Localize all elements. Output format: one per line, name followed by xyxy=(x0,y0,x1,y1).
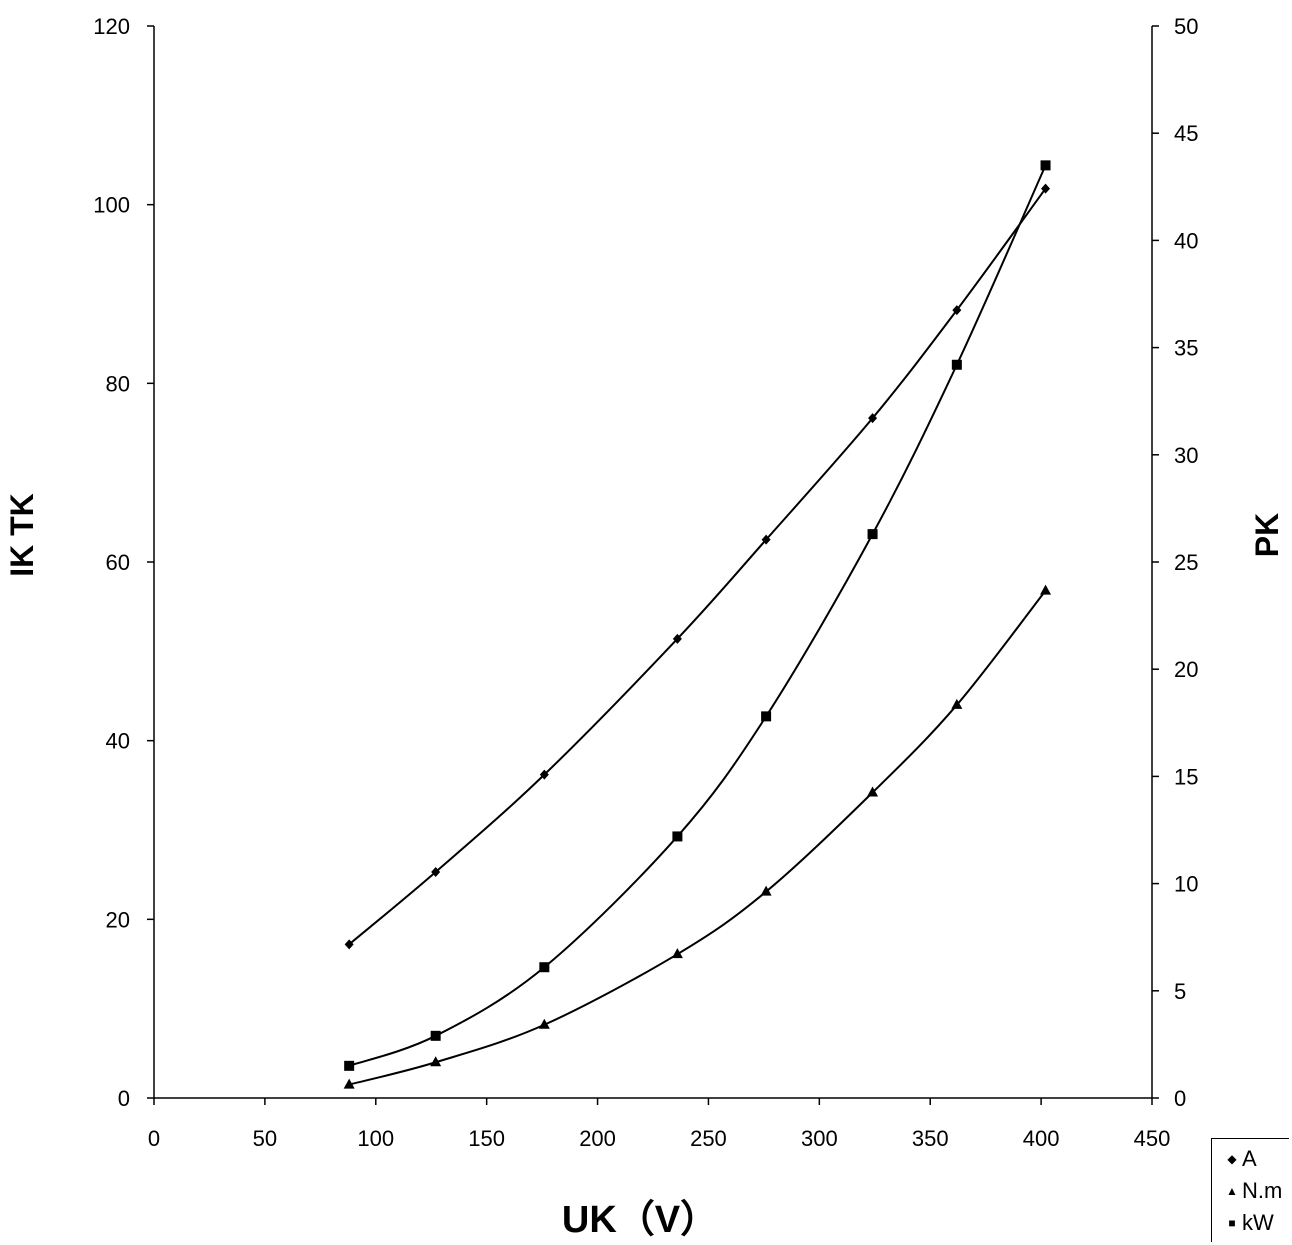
data-point xyxy=(672,633,682,644)
series-a xyxy=(344,183,1051,950)
data-point xyxy=(867,529,878,540)
y-tick-label: 100 xyxy=(93,193,130,218)
data-point xyxy=(539,962,550,973)
data-point xyxy=(761,534,771,545)
data-point xyxy=(539,769,549,780)
y2-tick-label: 30 xyxy=(1174,443,1198,468)
y-axis-right-title: PK xyxy=(1249,513,1285,557)
data-point xyxy=(952,305,962,316)
data-point xyxy=(1041,183,1051,194)
data-point xyxy=(538,1018,550,1029)
series-line xyxy=(348,589,1047,1086)
x-tick-label: 200 xyxy=(579,1126,616,1151)
legend-label-a: A xyxy=(1242,1146,1257,1171)
data-point xyxy=(761,711,772,722)
data-point xyxy=(430,1030,441,1041)
y2-tick-label: 45 xyxy=(1174,121,1198,146)
plot-frame xyxy=(153,26,1153,1099)
x-tick-label: 300 xyxy=(801,1126,838,1151)
y2-tick-label: 15 xyxy=(1174,764,1198,789)
series-line xyxy=(348,164,1047,1067)
data-point xyxy=(868,413,878,424)
y-tick-label: 0 xyxy=(118,1086,130,1111)
data-point xyxy=(1040,160,1051,171)
y-tick-label: 120 xyxy=(93,14,130,39)
series-layer xyxy=(343,160,1052,1089)
y-tick-label: 60 xyxy=(106,550,130,575)
data-point xyxy=(672,831,683,842)
triangle-marker-icon: ▲ xyxy=(1226,1184,1238,1198)
y2-tick-label: 35 xyxy=(1174,336,1198,361)
y2-tick-label: 10 xyxy=(1174,872,1198,897)
series-nm xyxy=(343,584,1052,1089)
x-axis-title: UK（V） xyxy=(562,1199,718,1241)
y-axis-right: 0 5 10 15 20 25 30 35 40 45 50 xyxy=(1152,14,1198,1111)
diamond-marker-icon: ◆ xyxy=(1227,1152,1237,1166)
x-tick-label: 250 xyxy=(690,1126,727,1151)
y2-tick-label: 0 xyxy=(1174,1086,1186,1111)
y-tick-label: 40 xyxy=(106,729,130,754)
legend-label-nm: N.m xyxy=(1242,1178,1283,1203)
data-point xyxy=(344,939,354,950)
data-point xyxy=(951,698,963,709)
x-tick-label: 350 xyxy=(912,1126,949,1151)
legend-item-kw: ■ kW xyxy=(1226,1210,1274,1235)
data-point xyxy=(671,948,683,959)
x-tick-label: 400 xyxy=(1023,1126,1060,1151)
y2-tick-label: 20 xyxy=(1174,657,1198,682)
y2-tick-label: 40 xyxy=(1174,228,1198,253)
data-point xyxy=(343,1078,355,1089)
series-line xyxy=(348,187,1047,946)
data-point xyxy=(1040,584,1052,595)
series-kw xyxy=(344,160,1051,1071)
data-point xyxy=(867,786,879,797)
x-tick-label: 0 xyxy=(148,1126,160,1151)
data-point xyxy=(430,1056,442,1067)
x-tick-label: 100 xyxy=(357,1126,394,1151)
square-marker-icon: ■ xyxy=(1228,1216,1236,1230)
legend-label-kw: kW xyxy=(1242,1210,1274,1235)
x-tick-label: 450 xyxy=(1134,1126,1171,1151)
y-axis-left: 0 20 40 60 80 100 120 xyxy=(93,14,154,1111)
y2-tick-label: 25 xyxy=(1174,550,1198,575)
data-point xyxy=(344,1060,355,1071)
x-axis: 0 50 100 150 200 250 300 350 400 450 xyxy=(148,1098,1170,1151)
y2-tick-label: 50 xyxy=(1174,14,1198,39)
y-tick-label: 20 xyxy=(106,907,130,932)
y2-tick-label: 5 xyxy=(1174,979,1186,1004)
y-axis-left-title: IK TK xyxy=(4,493,40,577)
x-tick-label: 150 xyxy=(468,1126,505,1151)
legend-item-nm: ▲ N.m xyxy=(1226,1178,1283,1203)
data-point xyxy=(431,866,441,877)
y-tick-label: 80 xyxy=(106,371,130,396)
legend: ◆ A ▲ N.m ■ kW xyxy=(1211,1138,1289,1242)
x-tick-label: 50 xyxy=(253,1126,277,1151)
data-point xyxy=(760,885,772,896)
data-point xyxy=(951,359,962,370)
legend-item-a: ◆ A xyxy=(1226,1146,1257,1171)
